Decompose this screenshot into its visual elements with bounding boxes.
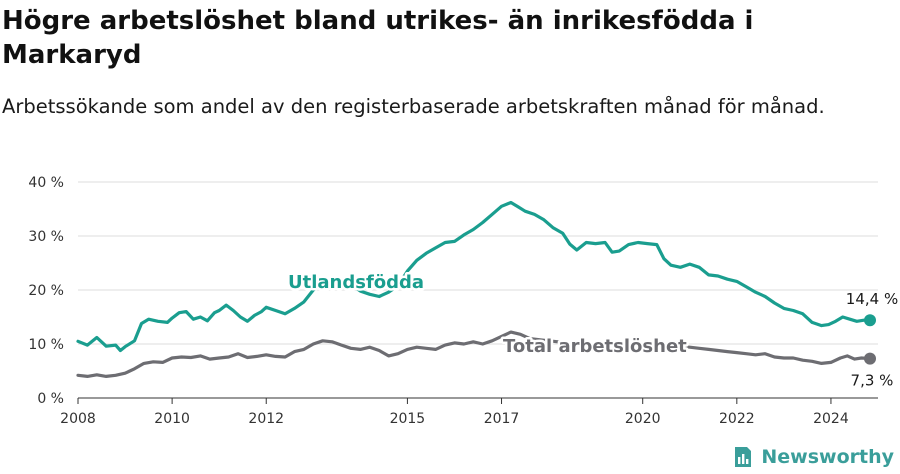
chart-subtitle: Arbetssökande som andel av den registerb… bbox=[2, 95, 825, 118]
x-tick-label: 2012 bbox=[248, 411, 284, 427]
newsworthy-logo-icon bbox=[735, 447, 752, 467]
x-tick-label: 2020 bbox=[625, 411, 661, 427]
x-tick-label: 2022 bbox=[719, 411, 755, 427]
y-tick-label: 0 % bbox=[37, 391, 64, 407]
y-tick-label: 10 % bbox=[28, 337, 64, 353]
x-tick-label: 2010 bbox=[154, 411, 190, 427]
x-tick-label: 2008 bbox=[60, 411, 96, 427]
series-layer bbox=[76, 200, 876, 378]
brand-name: Newsworthy bbox=[761, 446, 894, 468]
y-tick-label: 20 % bbox=[28, 283, 64, 299]
series-label-utlandsfodda: Utlandsfödda bbox=[288, 272, 424, 293]
series-end-point bbox=[864, 352, 876, 365]
series-end-label: 7,3 % bbox=[851, 372, 894, 390]
x-tick-label: 2015 bbox=[390, 411, 426, 427]
label-layer: 14,4 % 7,3 % Utlandsfödda Total arbetslöshe… bbox=[286, 270, 899, 390]
grid-layer: 0 % 10 % 20 % 30 % 40 % 2008 2010 2012 2015 2017 2… bbox=[28, 175, 878, 427]
x-tick-label: 2017 bbox=[484, 411, 520, 427]
x-tick-label: 2024 bbox=[813, 411, 849, 427]
series-end-point bbox=[864, 314, 876, 327]
series-label-total: Total arbetslöshet bbox=[503, 336, 687, 357]
y-tick-label: 30 % bbox=[28, 229, 64, 245]
chart-title: Högre arbetslöshet bland utrikes- än inr… bbox=[2, 6, 754, 70]
series-end-label: 14,4 % bbox=[846, 290, 898, 308]
brand[interactable]: Newsworthy bbox=[731, 445, 894, 469]
series-line-utlandsfodda bbox=[76, 200, 872, 353]
y-tick-label: 40 % bbox=[28, 175, 64, 191]
series-line-total bbox=[76, 330, 872, 378]
